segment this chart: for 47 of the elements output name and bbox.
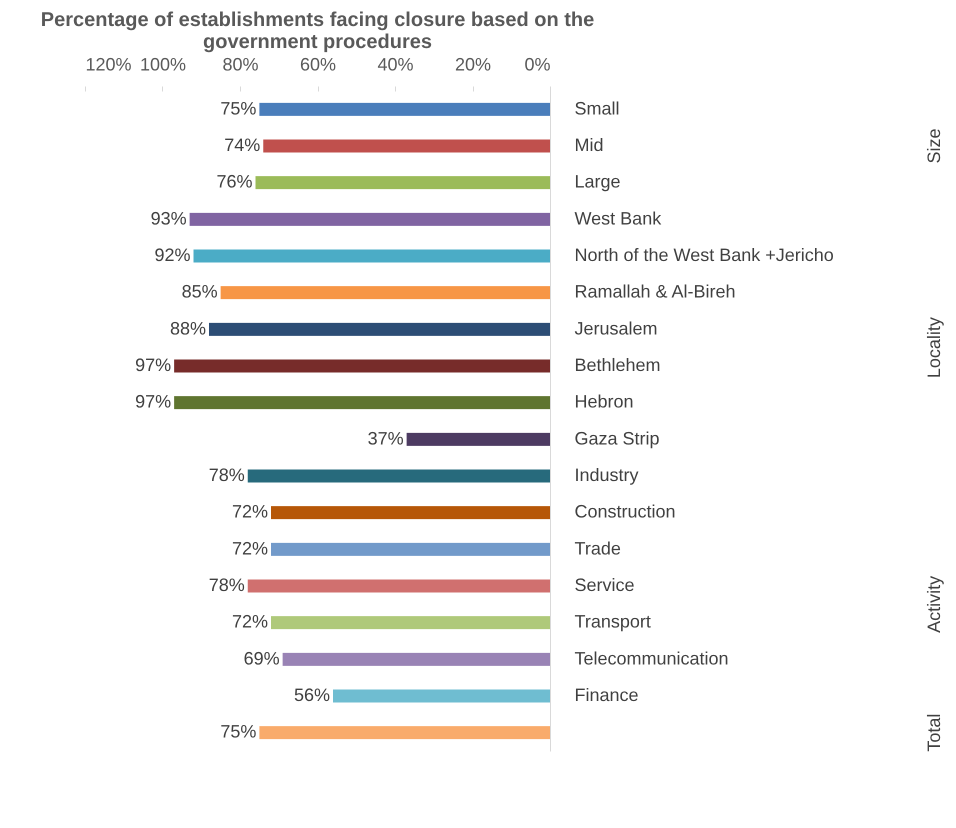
x-tick-label: 120% (86, 54, 132, 74)
x-tick-label: 0% (524, 54, 550, 74)
y-tick-label: Gaza Strip (574, 428, 660, 448)
y-tick-label: Construction (574, 502, 676, 522)
data-label: 56% (294, 685, 330, 705)
data-label: 85% (182, 282, 218, 302)
y-tick-label: Transport (574, 612, 651, 632)
data-label: 37% (368, 428, 404, 448)
data-label: 72% (232, 502, 268, 522)
data-label: 92% (154, 245, 190, 265)
y-tick-label: Finance (574, 685, 639, 705)
x-tick-label: 60% (300, 54, 336, 74)
data-label: 69% (244, 648, 280, 668)
y-tick-label: West Bank (574, 208, 662, 228)
data-label: 72% (232, 612, 268, 632)
x-tick-label: 40% (377, 54, 414, 74)
data-label: 74% (224, 135, 260, 155)
text: Size (924, 128, 944, 164)
text: Activity (924, 576, 944, 633)
y-tick-label: Trade (574, 538, 621, 558)
text: Locality (924, 317, 944, 378)
data-label: 75% (220, 722, 256, 742)
y-tick-label: Mid (574, 135, 604, 155)
data-label: 78% (208, 465, 245, 485)
y-tick-label: Industry (574, 465, 639, 485)
y-tick-label: Ramallah & Al-Bireh (574, 282, 736, 302)
data-label: 75% (220, 98, 256, 118)
data-label: 88% (170, 318, 206, 338)
y-tick-label: Jerusalem (574, 318, 658, 338)
x-tick-label: 80% (222, 54, 259, 74)
data-label: 97% (135, 355, 172, 375)
x-tick-label: 20% (454, 54, 492, 74)
y-tick-label: Telecommunication (574, 648, 729, 668)
data-label: 72% (232, 538, 268, 558)
data-label: 78% (208, 575, 245, 595)
y-tick-label: Service (574, 575, 635, 595)
data-label: 93% (150, 208, 187, 228)
x-tick-label: 100% (140, 54, 186, 74)
chart-title: Percentage of establishments facing closure based on the government procedures (40, 9, 594, 53)
y-tick-label: Large (574, 172, 621, 192)
data-label: 76% (216, 172, 252, 192)
y-tick-label: Bethlehem (574, 355, 661, 375)
y-tick-label: Small (574, 98, 620, 118)
data-label: 97% (135, 392, 172, 412)
y-tick-label: North of the West Bank +Jericho (574, 245, 834, 265)
y-tick-label: Hebron (574, 392, 634, 412)
text: Total (924, 714, 944, 752)
